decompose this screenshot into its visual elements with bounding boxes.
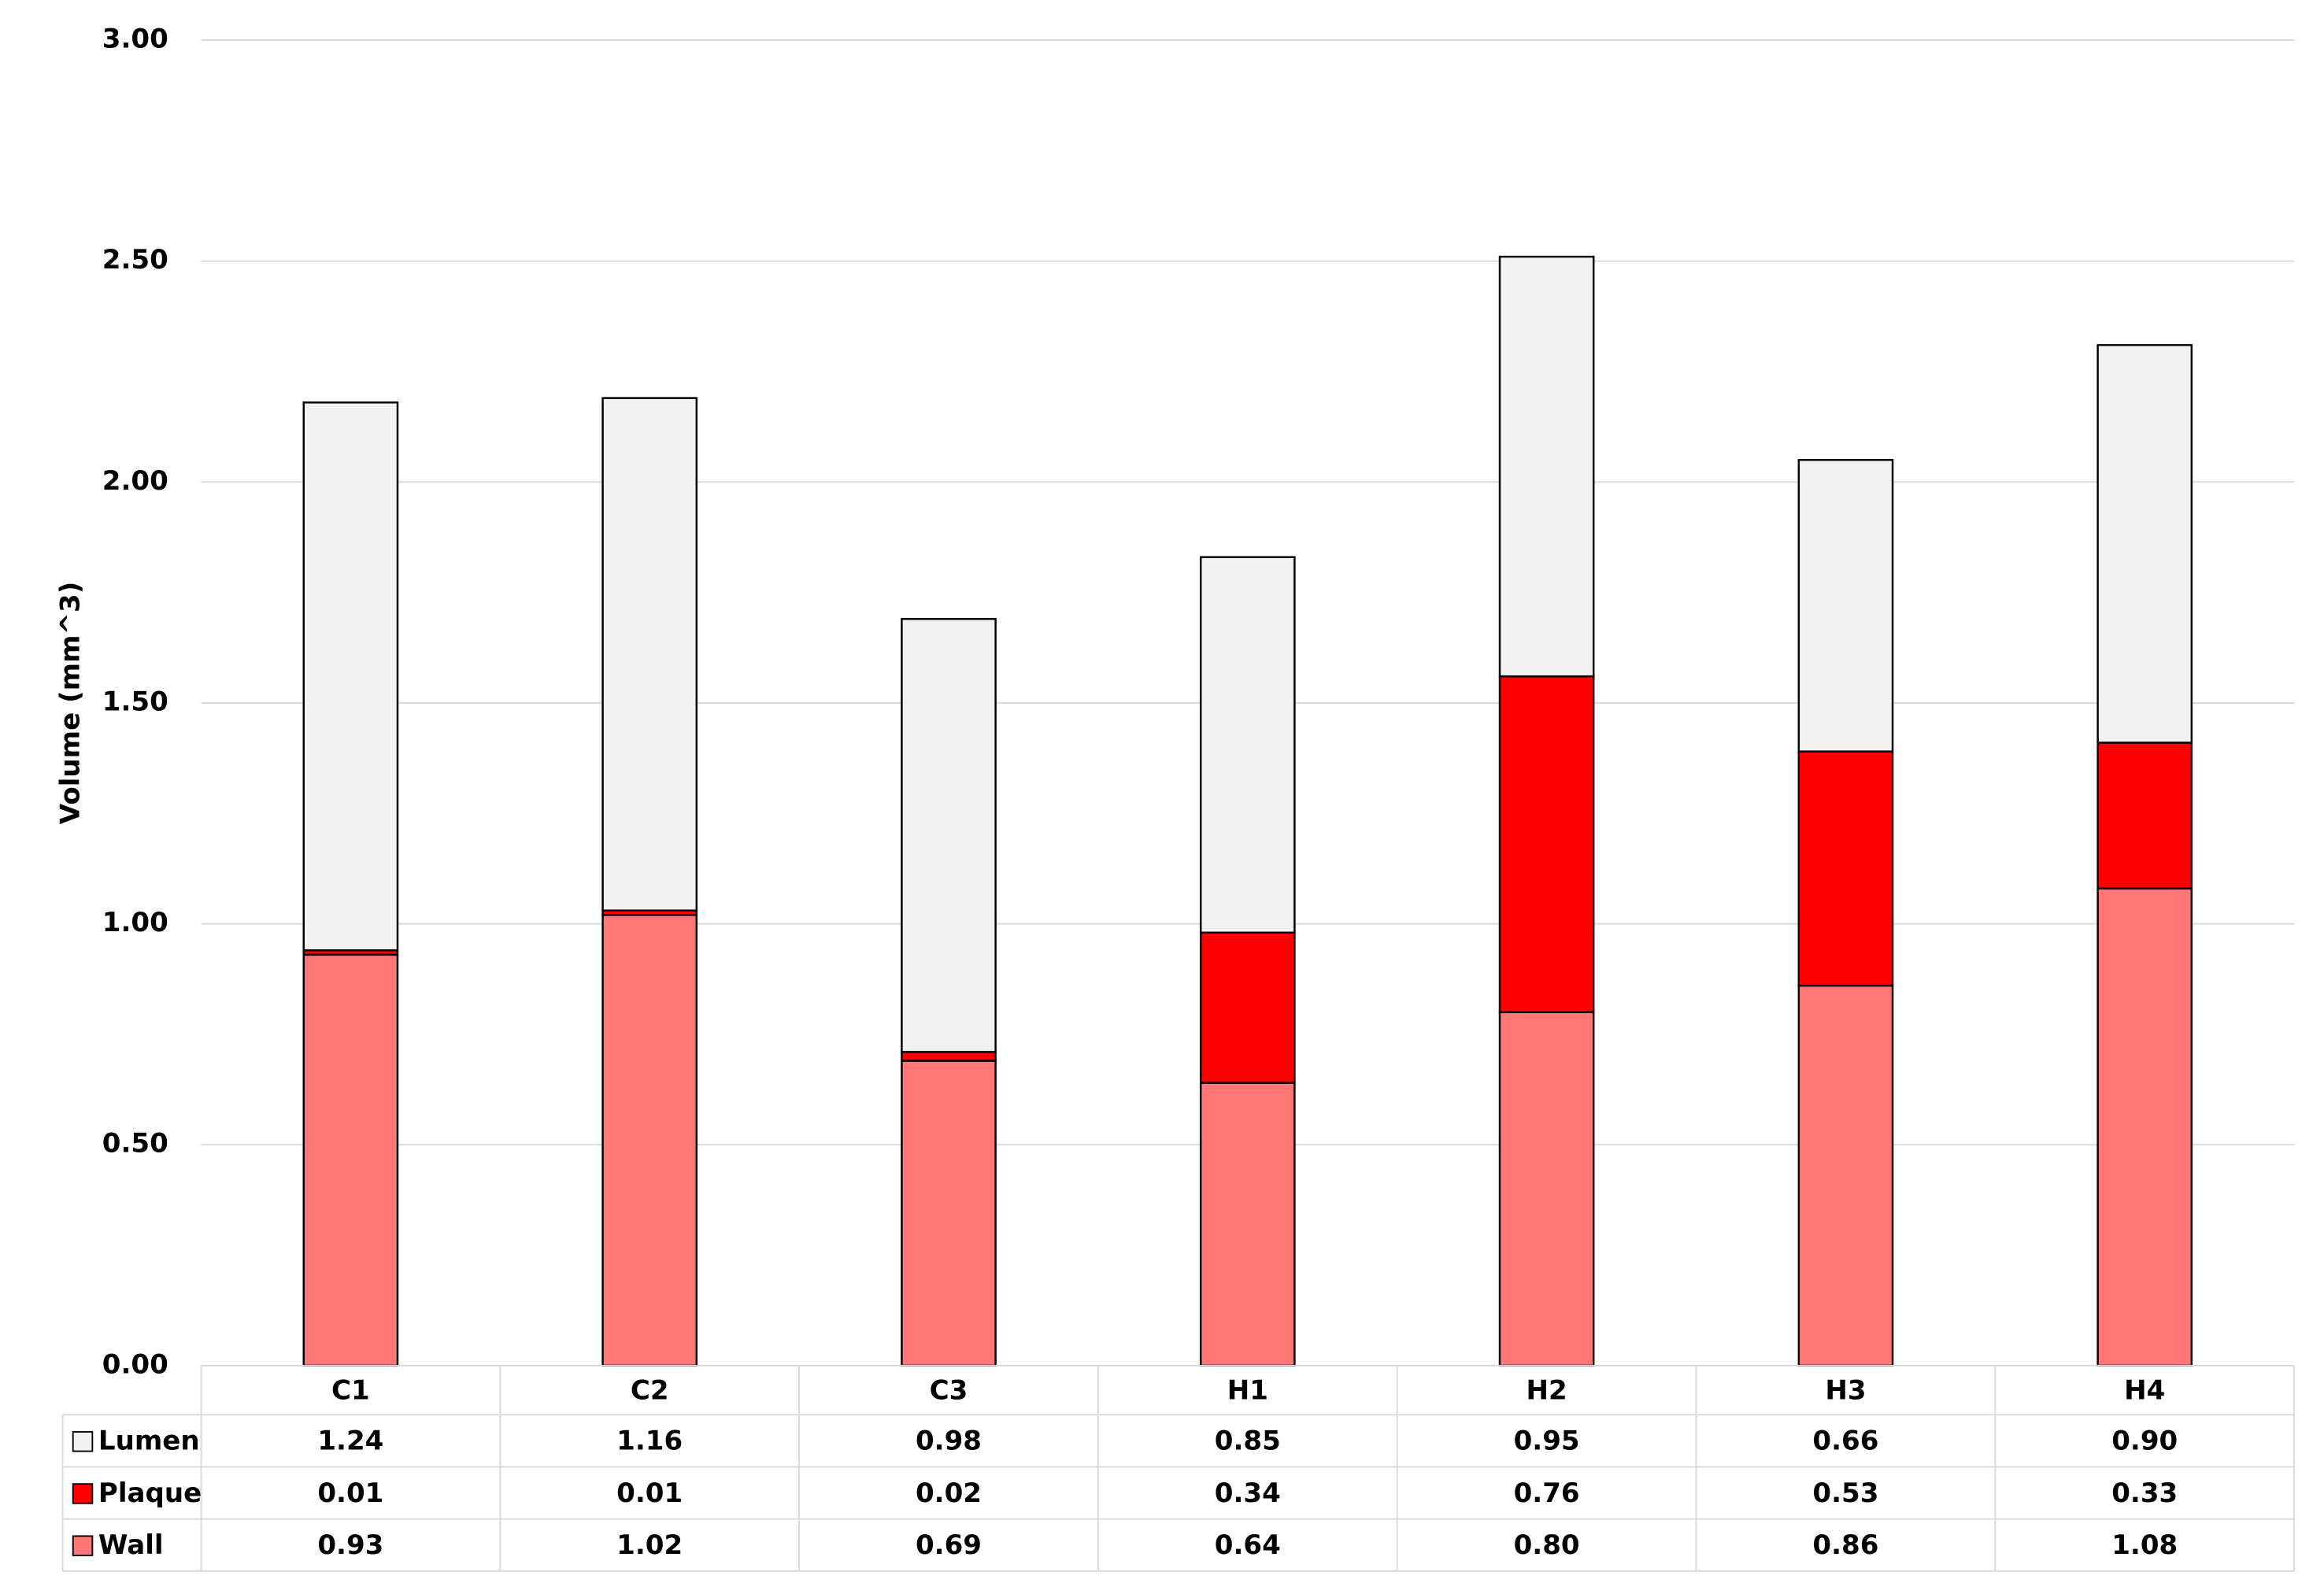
bar-segment: [2096, 742, 2193, 890]
x-tick-label: H3: [1825, 1374, 1866, 1406]
y-tick-label: 2.00: [102, 465, 168, 497]
bar-segment: [2096, 344, 2193, 744]
table-value: 0.90: [2111, 1426, 2178, 1457]
table-value: 0.85: [1215, 1426, 1281, 1457]
bar-segment: [302, 401, 399, 952]
bar-segment: [1199, 1082, 1296, 1367]
table-value: 1.02: [616, 1529, 683, 1561]
bar-segment: [601, 397, 698, 912]
table-value: 0.34: [1215, 1478, 1281, 1509]
table-value: 1.24: [317, 1426, 383, 1457]
bar-segment: [901, 1051, 997, 1062]
bar-segment: [1199, 931, 1296, 1084]
table-value: 0.76: [1514, 1478, 1580, 1509]
y-tick-label: 1.00: [102, 907, 168, 938]
table-value: 0.66: [1812, 1426, 1878, 1457]
table-value: 0.80: [1514, 1529, 1580, 1561]
legend-label: Wall: [98, 1529, 164, 1561]
bar-segment: [901, 1060, 997, 1367]
bar-segment: [901, 618, 997, 1053]
x-tick-label: H4: [2124, 1374, 2165, 1406]
table-value: 0.33: [2111, 1478, 2178, 1509]
x-tick-label: C3: [930, 1374, 968, 1406]
y-tick-label: 3.00: [102, 24, 168, 55]
bar-segment: [302, 953, 399, 1367]
bar-segment: [1498, 255, 1595, 678]
bar-segment: [1797, 984, 1894, 1367]
x-tick-label: C1: [331, 1374, 370, 1406]
x-tick-label: H1: [1227, 1374, 1268, 1406]
table-value: 0.53: [1812, 1478, 1878, 1509]
table-value: 0.02: [916, 1478, 982, 1509]
legend-label: Plaque: [98, 1478, 202, 1509]
x-tick-label: C2: [631, 1374, 669, 1406]
table-value: 1.16: [616, 1426, 683, 1457]
table-value: 0.64: [1215, 1529, 1281, 1561]
legend-swatch: [72, 1483, 94, 1504]
bar-segment: [1498, 675, 1595, 1014]
table-value: 0.95: [1514, 1426, 1580, 1457]
table-value: 1.08: [2111, 1529, 2178, 1561]
table-value: 0.69: [916, 1529, 982, 1561]
legend-swatch: [72, 1535, 94, 1556]
table-value: 0.98: [916, 1426, 982, 1457]
table-value: 0.01: [616, 1478, 683, 1509]
legend-label: Lumen: [98, 1426, 200, 1457]
y-tick-label: 0.50: [102, 1128, 168, 1160]
x-tick-label: H2: [1527, 1374, 1567, 1406]
bar-segment: [1797, 459, 1894, 753]
legend-swatch: [72, 1431, 94, 1452]
table-value: 0.93: [317, 1529, 383, 1561]
bar-segment: [601, 914, 698, 1367]
y-axis-label: Volume (mm^3): [54, 582, 86, 824]
bar-segment: [1498, 1011, 1595, 1367]
table-value: 0.86: [1812, 1529, 1878, 1561]
bar-segment: [2096, 887, 2193, 1367]
bar-segment: [1797, 750, 1894, 987]
y-tick-label: 1.50: [102, 686, 168, 717]
bar-segment: [1199, 556, 1296, 934]
y-tick-label: 2.50: [102, 244, 168, 276]
table-value: 0.01: [317, 1478, 383, 1509]
y-tick-label: 0.00: [102, 1348, 168, 1380]
